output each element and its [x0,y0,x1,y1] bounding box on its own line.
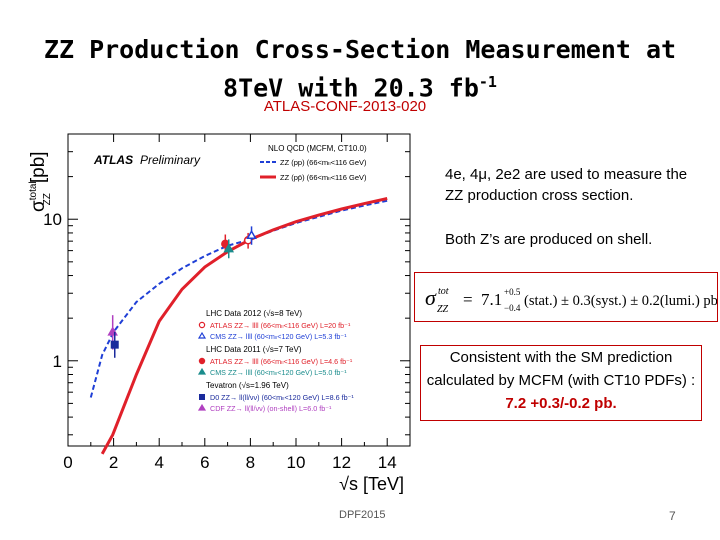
title-superscript: -1 [478,73,497,91]
plot-frame [67,133,411,447]
bullet-on-shell: Both Z’s are produced on shell. [445,231,653,248]
legend-group-header-1: LHC Data 2011 (√s=7 TeV) [206,345,302,354]
formula-sigma-sub: ZZ [437,304,449,315]
formula-sigma: σ [425,285,437,310]
bullet-channels: 4e, 4μ, 2e2 are used to measure the ZZ p… [445,166,688,204]
x-tick-label: 8 [246,453,255,472]
x-tick-label: 14 [378,453,397,472]
legend-label-2-1: CDF ZZ→ ll(ll/νν) (on-shell) L=6.0 fb⁻¹ [210,404,332,413]
formula-equals: = [463,290,473,309]
formula-uncertainties: (stat.) ± 0.3(syst.) ± 0.2(lumi.) pb. [524,293,717,309]
legend-label-0-1: CMS ZZ→ llll (60<mₗₗ<120 GeV) L=5.3 fb⁻¹ [210,332,347,341]
sm-prediction-value: 7.2 +0.3/-0.2 pb. [505,395,617,412]
series-line-0 [89,199,388,398]
legend-marker-0-0 [198,321,206,329]
x-axis-label: √s [TeV] [339,474,404,494]
title-line-1: ZZ Production Cross-Section Measurement … [43,35,677,64]
x-tick-label: 12 [332,453,351,472]
data-point-5 [246,229,257,240]
series-line-1 [100,197,388,455]
cross-section-formula: σ tot ZZ = 7.1 +0.5 −0.4 (stat.) ± 0.3(s… [414,272,720,322]
legend-label-2-0: D0 ZZ→ ll(ll/νν) (60<mₗₗ<120 GeV) L=8.6 … [210,393,354,402]
legend-label-1-0: ATLAS ZZ→ llll (66<mₗₗ<116 GeV) L=4.6 fb… [210,357,353,366]
formula-stat-down: −0.4 [504,303,521,313]
y-tick-label: 1 [53,352,62,371]
brand-label: ATLAS [93,153,133,167]
y-axis-label: σtotal ZZ[pb] [28,151,53,212]
legend-top-label-0: ZZ (pp) (66<mₗₗ<116 GeV) [280,158,367,167]
data-point-1 [110,340,119,349]
formula-svg: σ tot ZZ = 7.1 +0.5 −0.4 (stat.) ± 0.3(s… [425,285,720,315]
formula-central-value: 7.1 [481,290,502,309]
sm-prediction-text: Consistent with the SM prediction calcul… [426,349,696,389]
footer-conference: DPF2015 [339,509,386,521]
legend-marker-0-1 [197,331,207,339]
brand-suffix-label: Preliminary [140,153,201,167]
slide-title: ZZ Production Cross-Section Measurement … [0,34,720,104]
legend-label-0-0: ATLAS ZZ→ llll (66<mₗₗ<116 GeV) L=20 fb⁻… [210,321,351,330]
title-line-2-text: 8TeV with 20.3 fb [223,73,479,103]
title-line-2: 8TeV with 20.3 fb-1 [0,66,720,104]
data-point-3 [223,243,235,253]
legend-label-1-1: CMS ZZ→ llll (60<mₗₗ<120 GeV) L=5.0 fb⁻¹ [210,368,347,377]
legend-marker-2-0 [199,394,205,400]
legend-marker-1-0 [198,357,206,365]
x-tick-label: 2 [109,453,118,472]
legend-group-header-2: Tevatron (√s=1.96 TeV) [206,381,289,390]
x-tick-label: 10 [287,453,306,472]
sm-prediction-box: Consistent with the SM prediction calcul… [420,345,702,421]
x-tick-label: 0 [63,453,72,472]
conference-note-reference: ATLAS-CONF-2013-020 [263,98,427,115]
legend-group-header-0: LHC Data 2012 (√s=8 TeV) [206,309,302,318]
legend-marker-1-1 [197,367,207,375]
formula-sigma-sup: tot [438,286,449,297]
legend-top-label-1: ZZ (pp̄) (66<mₗₗ<116 GeV) [280,173,367,182]
x-tick-label: 4 [154,453,163,472]
formula-stat-up: +0.5 [504,287,521,297]
legend-top-header: NLO QCD (MCFM, CT10.0) [268,144,367,153]
y-tick-label: 10 [43,210,62,229]
x-tick-label: 6 [200,453,209,472]
legend-marker-2-1 [197,403,207,411]
page-number: 7 [669,509,676,523]
